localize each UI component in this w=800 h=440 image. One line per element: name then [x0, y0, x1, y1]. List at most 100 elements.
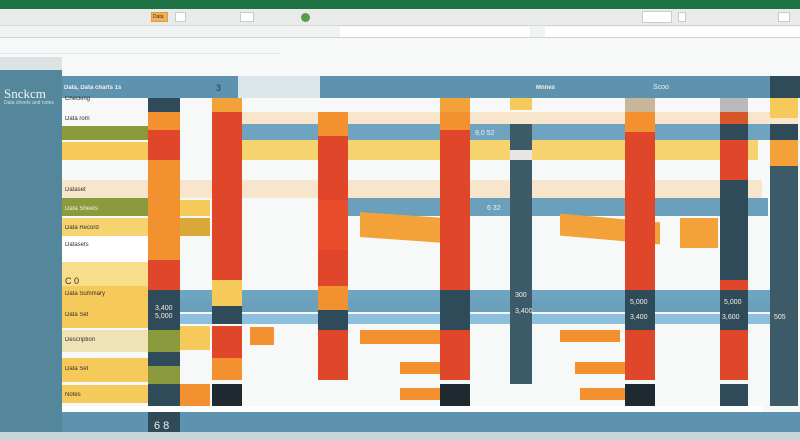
- row-label: Description: [65, 337, 96, 343]
- row-band: [62, 218, 148, 236]
- column-cell-3[interactable]: [212, 98, 242, 112]
- column-cell-3[interactable]: [212, 112, 242, 284]
- column-cell-4[interactable]: [318, 310, 348, 330]
- column-cell-2[interactable]: [180, 326, 210, 350]
- row-band: [580, 388, 625, 400]
- cell-value: 5,000: [630, 299, 648, 306]
- search-box[interactable]: [642, 11, 672, 23]
- column-cell-1[interactable]: [148, 384, 180, 406]
- orange-shape: [360, 212, 445, 243]
- column-cell-7[interactable]: [625, 112, 655, 132]
- cell-value: 5,000: [155, 313, 173, 320]
- formula-input-right[interactable]: [545, 27, 800, 37]
- column-cell-2[interactable]: [180, 384, 210, 406]
- column-cell-7[interactable]: [625, 132, 655, 292]
- row-band: [400, 388, 440, 400]
- row-band: [62, 126, 148, 140]
- row-band: [148, 314, 798, 324]
- column-cell-2[interactable]: [180, 200, 210, 216]
- cell-value: 9,0 52: [475, 130, 495, 137]
- row-band: [62, 412, 800, 432]
- header-band-end: [770, 76, 800, 98]
- data-button[interactable]: Data: [151, 12, 168, 22]
- column-cell-1[interactable]: [148, 412, 180, 432]
- row-band: [400, 362, 440, 374]
- row-band: [0, 432, 800, 440]
- cell-value: 3,600: [722, 314, 740, 321]
- cell-value: 6 8: [154, 420, 170, 432]
- column-cell-3[interactable]: [212, 358, 242, 380]
- sidebar: [0, 70, 62, 440]
- ribbon-toolbar: Data: [0, 9, 800, 26]
- column-cell-4[interactable]: [318, 200, 348, 250]
- row-label: C 0: [65, 276, 80, 286]
- column-cell-5[interactable]: [440, 384, 470, 406]
- column-cell-1[interactable]: [148, 98, 180, 112]
- column-cell-5[interactable]: [440, 330, 470, 380]
- column-cell-9[interactable]: [770, 166, 798, 406]
- formula-bar[interactable]: [0, 26, 800, 38]
- column-cell-9[interactable]: [770, 124, 798, 140]
- column-cell-4[interactable]: [318, 330, 348, 380]
- column-cell-1[interactable]: [148, 112, 180, 130]
- header-band: [62, 76, 238, 98]
- check-circle-icon[interactable]: [301, 13, 310, 22]
- row-label: Data Record: [65, 225, 99, 231]
- column-cell-8[interactable]: [720, 180, 748, 280]
- column-cell-4[interactable]: [318, 286, 348, 310]
- header-col-mark: 3: [216, 83, 222, 93]
- cell-value: 300: [515, 292, 527, 299]
- column-cell-2[interactable]: [180, 218, 210, 236]
- column-cell-1[interactable]: [148, 366, 180, 384]
- row-band: [148, 290, 798, 300]
- column-cell-4[interactable]: [318, 112, 348, 136]
- column-cell-8[interactable]: [720, 384, 748, 406]
- column-cell-1[interactable]: [148, 330, 180, 352]
- column-cell-5[interactable]: [440, 130, 470, 290]
- column-cell-5[interactable]: [440, 290, 470, 330]
- print-icon[interactable]: [678, 12, 686, 22]
- column-cell-8[interactable]: [720, 290, 748, 330]
- column-cell-1[interactable]: [148, 160, 180, 260]
- column-cell-3[interactable]: [212, 384, 242, 406]
- formula-input[interactable]: [340, 27, 530, 37]
- column-cell-5[interactable]: [440, 98, 470, 112]
- row-label: Data Set: [65, 366, 89, 372]
- header-right-label: Scoo: [653, 84, 669, 91]
- cell-value: 5,000: [724, 299, 742, 306]
- column-cell-7[interactable]: [625, 98, 655, 112]
- row-label: Notes: [65, 392, 81, 398]
- column-cell-8[interactable]: [720, 124, 748, 140]
- column-cell-1[interactable]: [148, 290, 180, 330]
- window-icon[interactable]: [778, 12, 790, 22]
- column-cell-6[interactable]: [510, 124, 532, 384]
- cell-value: 6 32: [487, 205, 501, 212]
- row-label: Datasets: [65, 242, 89, 248]
- column-cell-7[interactable]: [625, 384, 655, 406]
- row-band: [62, 358, 148, 382]
- column-cell-9[interactable]: [770, 98, 798, 118]
- column-cell-8[interactable]: [720, 98, 748, 112]
- row-band: [560, 330, 620, 342]
- cell-value: 505: [774, 314, 786, 321]
- column-cell-7[interactable]: [625, 330, 655, 380]
- refresh-icon[interactable]: [240, 12, 254, 22]
- column-cell-8[interactable]: [720, 330, 748, 380]
- column-cell-3[interactable]: [212, 326, 242, 358]
- sidebar-subtitle: Data sheets and notes: [4, 100, 55, 106]
- orange-shape: [680, 218, 718, 248]
- column-cell-3[interactable]: [212, 306, 242, 324]
- row-label: Dataset: [65, 187, 86, 193]
- row-band: [575, 362, 625, 374]
- column-cell-6[interactable]: [510, 150, 532, 160]
- column-cell-5[interactable]: [440, 112, 470, 130]
- column-cell-7[interactable]: [625, 290, 655, 330]
- row-label: Data Sheets: [65, 206, 99, 212]
- column-cell-3[interactable]: [212, 280, 242, 306]
- orange-shape: [250, 327, 274, 345]
- row-band: [62, 286, 148, 300]
- column-cell-9[interactable]: [770, 140, 798, 166]
- paste-icon[interactable]: [175, 12, 186, 22]
- row-label: Data Summary: [65, 291, 106, 297]
- column-cell-6[interactable]: [510, 98, 532, 110]
